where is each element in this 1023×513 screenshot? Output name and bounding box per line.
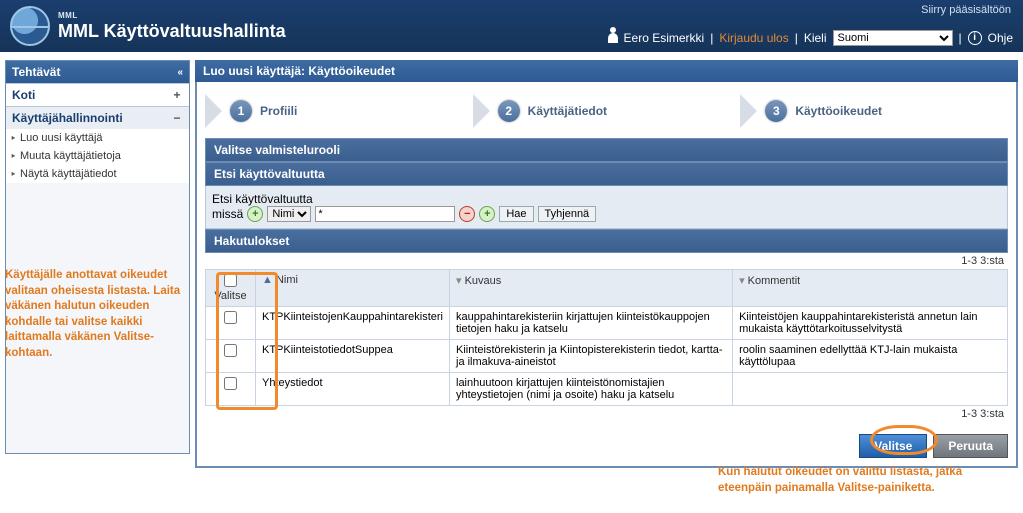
col-name[interactable]: ▲ Nimi [256, 270, 450, 307]
main-panel: Luo uusi käyttäjä: Käyttöoikeudet 1 Prof… [195, 60, 1018, 468]
section-role-header[interactable]: Valitse valmistelurooli [205, 138, 1008, 162]
sidebar-sub-create-user[interactable]: Luo uusi käyttäjä [6, 129, 189, 147]
col-name-label: Nimi [276, 274, 298, 286]
brand-acronym: MML [58, 12, 286, 20]
sidebar-sub-view-user[interactable]: Näytä käyttäjätiedot [6, 165, 189, 183]
info-icon: i [968, 31, 982, 45]
step-label: Käyttäjätiedot [528, 104, 607, 118]
skip-link[interactable]: Siirry pääsisältöön [921, 4, 1011, 16]
top-bar: Siirry pääsisältöön MML MML Käyttövaltuu… [0, 0, 1023, 52]
search-label: Etsi käyttövaltuutta [212, 192, 1001, 206]
col-select-label: Valitse [214, 290, 246, 302]
col-comment[interactable]: ▾ Kommentit [733, 270, 1008, 307]
cell-name: Yhteystiedot [256, 373, 450, 406]
separator: | [710, 31, 713, 45]
user-name[interactable]: Eero Esimerkki [624, 31, 705, 45]
sidebar-item-home[interactable]: Koti + [6, 83, 189, 106]
search-row: missä + Nimi − + Hae Tyhjennä [212, 206, 1001, 222]
step-arrow-icon [740, 94, 757, 128]
cell-desc: lainhuutoon kirjattujen kiinteistönomist… [450, 373, 733, 406]
sidebar-item-usermgmt[interactable]: Käyttäjähallinnointi − [6, 106, 189, 129]
language-label: Kieli [804, 31, 827, 45]
select-all-checkbox[interactable] [224, 274, 237, 287]
search-button[interactable]: Hae [499, 206, 533, 222]
cell-name: KTPKiinteistotiedotSuppea [256, 340, 450, 373]
sidebar-item-label: Koti [12, 88, 35, 102]
step-permissions[interactable]: 3 Käyttöoikeudet [740, 94, 1008, 128]
clear-button[interactable]: Tyhjennä [538, 206, 597, 222]
separator: | [795, 31, 798, 45]
wizard-steps: 1 Profiili 2 Käyttäjätiedot 3 Käyttöoike… [205, 94, 1008, 128]
step-number: 1 [230, 100, 252, 122]
section-results-header: Hakutulokset [205, 229, 1008, 253]
add-criteria-icon[interactable]: + [247, 206, 263, 222]
results-table: Valitse ▲ Nimi ▾ Kuvaus ▾ Kommentit KTPK… [205, 269, 1008, 406]
cell-comment: roolin saaminen edellyttää KTJ-lain muka… [733, 340, 1008, 373]
button-row: Valitse Peruuta [205, 434, 1008, 458]
step-label: Käyttöoikeudet [795, 104, 882, 118]
row-checkbox[interactable] [224, 377, 237, 390]
language-select[interactable]: Suomi [833, 30, 953, 46]
step-userdata[interactable]: 2 Käyttäjätiedot [473, 94, 741, 128]
col-desc[interactable]: ▾ Kuvaus [450, 270, 733, 307]
annotation-right: Kun halutut oikeudet on valittu listasta… [718, 465, 1018, 496]
step-arrow-icon [473, 94, 490, 128]
cell-desc: kauppahintarekisteriin kirjattujen kiint… [450, 307, 733, 340]
remove-criteria-icon[interactable]: − [459, 206, 475, 222]
sidebar-sub-edit-user[interactable]: Muuta käyttäjätietoja [6, 147, 189, 165]
sidebar-header: Tehtävät « [6, 61, 189, 83]
mml-logo-icon [10, 6, 50, 46]
table-row: KTPKiinteistojenKauppahintarekisteri kau… [206, 307, 1008, 340]
step-number: 2 [498, 100, 520, 122]
section-search-header: Etsi käyttövaltuutta [205, 162, 1008, 186]
main-header: Luo uusi käyttäjä: Käyttöoikeudet [195, 60, 1018, 82]
pager-bottom: 1-3 3:sta [205, 406, 1008, 422]
cancel-button[interactable]: Peruuta [933, 434, 1008, 458]
step-label: Profiili [260, 104, 297, 118]
col-select: Valitse [206, 270, 256, 307]
col-comment-label: Kommentit [748, 275, 801, 287]
search-where-label: missä [212, 207, 243, 221]
step-profile[interactable]: 1 Profiili [205, 94, 473, 128]
app-title: MML Käyttövaltuushallinta [58, 22, 286, 40]
select-button[interactable]: Valitse [859, 434, 927, 458]
row-checkbox[interactable] [224, 311, 237, 324]
section-search-body: Etsi käyttövaltuutta missä + Nimi − + Ha… [205, 186, 1008, 229]
add-criteria-icon[interactable]: + [479, 206, 495, 222]
row-checkbox[interactable] [224, 344, 237, 357]
logout-link[interactable]: Kirjaudu ulos [719, 31, 788, 45]
sidebar-title: Tehtävät [12, 65, 60, 79]
cell-desc: Kiinteistörekisterin ja Kiintopisterekis… [450, 340, 733, 373]
col-desc-label: Kuvaus [465, 275, 502, 287]
annotation-left: Käyttäjälle anottavat oikeudet valitaan … [5, 268, 185, 361]
table-row: KTPKiinteistotiedotSuppea Kiinteistöreki… [206, 340, 1008, 373]
separator: | [959, 31, 962, 45]
sidebar: Tehtävät « Koti + Käyttäjähallinnointi −… [5, 60, 190, 454]
step-arrow-icon [205, 94, 222, 128]
collapse-icon[interactable]: « [177, 67, 183, 78]
sidebar-item-label: Käyttäjähallinnointi [12, 111, 123, 125]
table-row: Yhteystiedot lainhuutoon kirjattujen kii… [206, 373, 1008, 406]
help-link[interactable]: Ohje [988, 31, 1013, 45]
step-number: 3 [765, 100, 787, 122]
top-right: Eero Esimerkki | Kirjaudu ulos | Kieli S… [608, 30, 1013, 46]
cell-name: KTPKiinteistojenKauppahintarekisteri [256, 307, 450, 340]
cell-comment [733, 373, 1008, 406]
main-body: 1 Profiili 2 Käyttäjätiedot 3 Käyttöoike… [195, 82, 1018, 468]
user-icon [608, 33, 618, 43]
pager-top: 1-3 3:sta [205, 253, 1008, 269]
collapse-icon[interactable]: − [171, 111, 183, 125]
expand-icon[interactable]: + [171, 88, 183, 102]
search-field-select[interactable]: Nimi [267, 206, 311, 222]
cell-comment: Kiinteistöjen kauppahintarekisteristä an… [733, 307, 1008, 340]
search-value-input[interactable] [315, 206, 455, 222]
